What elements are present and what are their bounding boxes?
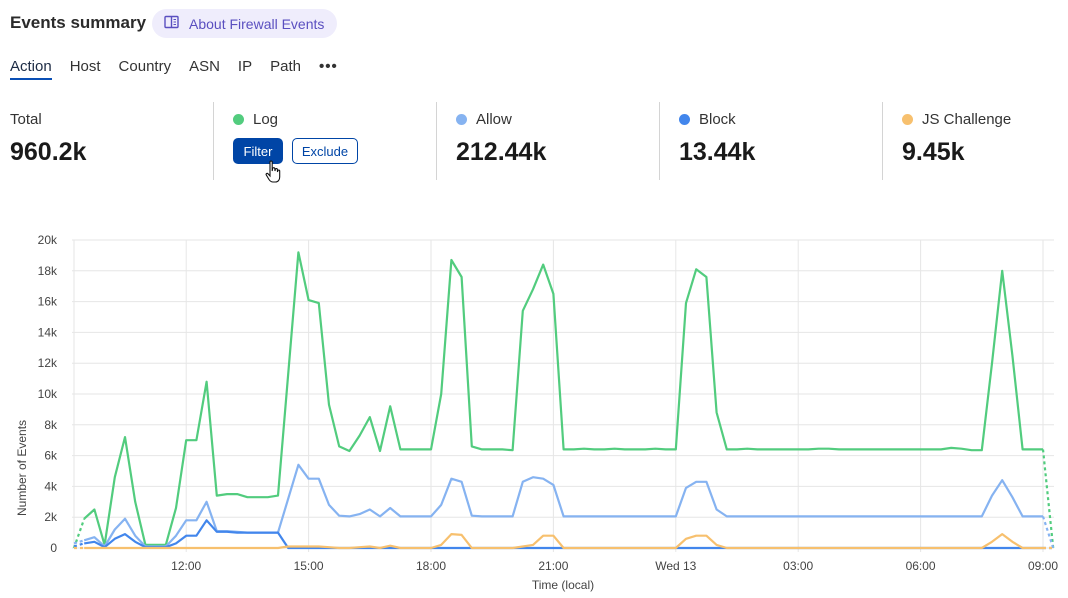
y-tick-label: 10k: [38, 387, 58, 401]
log-series-line: [83, 251, 1043, 546]
block-series-line: [84, 519, 1043, 550]
block-legend-dot: [679, 114, 690, 125]
stat-value: 13.44k: [679, 138, 756, 166]
tab-path[interactable]: Path: [270, 58, 301, 75]
y-tick-label: 2k: [44, 510, 58, 524]
allow-partial-start-segment: [73, 539, 85, 545]
dimension-tabs: Action Host Country ASN IP Path •••: [10, 58, 356, 80]
events-line-chart: 0 2k 4k 6k 8k 10k 12k 14k 16k 18k 20k 12:00 15:00 18:…: [15, 233, 1058, 592]
stat-value: 960.2k: [10, 138, 87, 166]
y-tick-label: 18k: [38, 264, 58, 278]
stat-total: Total 960.2k: [0, 102, 213, 180]
y-tick-label: 16k: [38, 295, 58, 309]
y-tick-label: 12k: [38, 356, 58, 370]
stat-block[interactable]: Block 13.44k: [659, 102, 882, 180]
about-label: About Firewall Events: [189, 15, 325, 32]
stat-label: Total: [10, 111, 42, 128]
stat-label: Log: [253, 111, 279, 128]
filter-button[interactable]: Filter: [233, 138, 283, 164]
y-tick-label: 14k: [38, 325, 58, 339]
tab-action[interactable]: Action: [10, 58, 52, 80]
book-icon: [164, 15, 179, 32]
stat-log: Log Filter Exclude: [213, 102, 436, 180]
log-partial-start-segment: [72, 518, 86, 549]
allow-legend-dot: [456, 114, 467, 125]
y-axis-title: Number of Events: [15, 420, 29, 516]
tab-country[interactable]: Country: [118, 58, 172, 75]
block-partial-start-segment: [73, 542, 85, 548]
stat-label: JS Challenge: [922, 111, 1012, 128]
x-tick-label: 09:00: [1028, 559, 1058, 573]
allow-partial-end-segment: [1041, 516, 1055, 549]
about-firewall-events-link[interactable]: About Firewall Events: [152, 9, 337, 38]
y-tick-label: 20k: [38, 233, 58, 247]
log-partial-end-segment: [1041, 449, 1055, 549]
stat-value: 212.44k: [456, 138, 547, 166]
stat-label: Block: [699, 111, 736, 128]
more-tabs-icon[interactable]: •••: [318, 58, 338, 75]
x-tick-label: 06:00: [906, 559, 936, 573]
y-tick-label: 0: [50, 541, 57, 555]
x-tick-label: Wed 13: [655, 559, 696, 573]
stat-value: 9.45k: [902, 138, 965, 166]
exclude-button[interactable]: Exclude: [292, 138, 358, 164]
allow-series-line: [83, 463, 1043, 548]
stat-allow[interactable]: Allow 212.44k: [436, 102, 659, 180]
y-tick-label: 6k: [44, 449, 58, 463]
x-tick-label: 21:00: [538, 559, 568, 573]
stat-label: Allow: [476, 111, 512, 128]
page-title: Events summary: [10, 13, 147, 32]
tab-ip[interactable]: IP: [237, 58, 253, 75]
stat-js-challenge[interactable]: JS Challenge 9.45k: [882, 102, 1068, 180]
x-tick-label: 03:00: [783, 559, 813, 573]
x-tick-label: 15:00: [294, 559, 324, 573]
y-tick-label: 8k: [44, 418, 58, 432]
x-tick-label: 18:00: [416, 559, 446, 573]
js-challenge-series-line: [84, 533, 1043, 550]
x-axis-title: Time (local): [532, 578, 594, 592]
js-challenge-legend-dot: [902, 114, 913, 125]
hand-cursor-icon: [265, 160, 281, 183]
y-tick-label: 4k: [44, 479, 58, 493]
log-legend-dot: [233, 114, 244, 125]
x-tick-label: 12:00: [171, 559, 201, 573]
tab-asn[interactable]: ASN: [189, 58, 220, 75]
tab-host[interactable]: Host: [69, 58, 101, 75]
